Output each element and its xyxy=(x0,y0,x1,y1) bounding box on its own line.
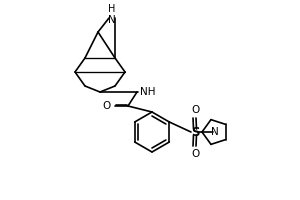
Text: H: H xyxy=(108,4,116,14)
Text: S: S xyxy=(191,126,199,138)
Text: NH: NH xyxy=(140,87,155,97)
Text: N: N xyxy=(211,127,219,137)
Text: O: O xyxy=(191,105,199,115)
Text: O: O xyxy=(103,101,111,111)
Text: N: N xyxy=(108,15,116,25)
Text: O: O xyxy=(191,149,199,159)
